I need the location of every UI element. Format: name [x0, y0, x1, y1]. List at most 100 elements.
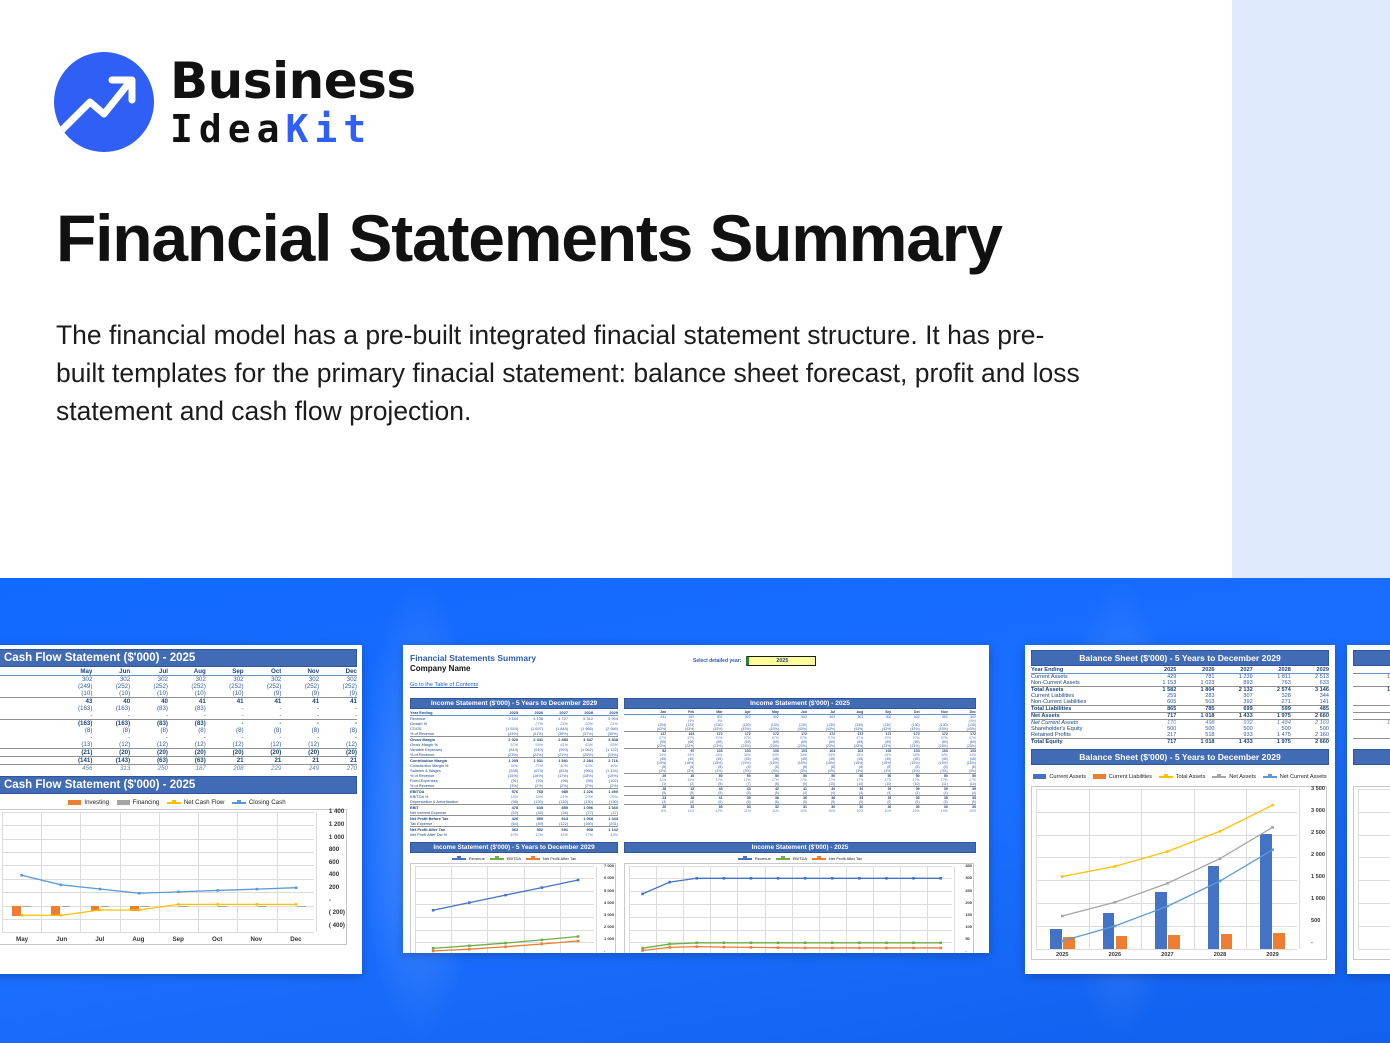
table-cell: (43%): [685, 727, 695, 731]
table-cell: 302: [82, 676, 93, 683]
table-cell: (8): [830, 765, 836, 769]
thumbnail-balance-sheet[interactable]: Balance Sheet ($'000) - 5 Years to Decem…: [1025, 645, 1335, 974]
table-cell: (252): [153, 683, 168, 690]
table-of-contents-link[interactable]: Go to the Table of Contents: [410, 682, 478, 688]
legend-swatch: [451, 856, 466, 861]
legend-swatch: [116, 800, 130, 806]
gridline: [1358, 788, 1359, 949]
table-cell: 137: [638, 731, 667, 736]
cashflow-chart-title: Cash Flow Statement ($'000) - 2025: [0, 776, 357, 794]
chart-bar: [140, 905, 149, 908]
chart-bar: [12, 905, 21, 917]
legend-item: Financing: [116, 797, 159, 809]
chart-series: [20, 873, 298, 917]
table-cell: (8): [774, 782, 779, 786]
balance-monthly-chart-title: [1353, 749, 1390, 765]
table-row: Gross Margin % 57% 59% 61% 63% 65%: [410, 742, 618, 747]
table-cell: 103: [863, 748, 892, 753]
table-cell: (63): [167, 756, 206, 765]
income-annual-chart-title: Income Statement ($'000) - 5 Years to De…: [410, 842, 618, 853]
legend-item: Net Cash Flow: [166, 797, 224, 809]
table-cell: 2027: [1214, 667, 1253, 674]
chart-bar: [1273, 932, 1285, 949]
legend-swatch: [1212, 774, 1227, 779]
table-cell: (12): [194, 741, 206, 748]
table-row: Gross Margin 2 020 2 441 2 883 3 347 3 838: [410, 736, 618, 742]
table-cell: 37%: [535, 763, 544, 768]
thumbnail-financial-summary[interactable]: Financial Statements Summary Company Nam…: [403, 645, 989, 953]
row-label: [624, 809, 638, 813]
table-cell: 57%: [940, 736, 948, 740]
table-cell: 429: [1167, 674, 1177, 680]
chart-legend: Current Assets Current Liabilities Total A…: [1031, 768, 1329, 786]
row-label: Non-Current Assets: [1031, 680, 1080, 686]
gridline: [927, 865, 929, 953]
table-cell: (43%): [769, 727, 779, 731]
table-cell: Dec: [319, 668, 357, 676]
row-label: % of Revenue: [410, 731, 435, 736]
gridline: [629, 891, 953, 893]
table-cell: 50: [919, 773, 948, 778]
table-cell: 2 132: [1214, 686, 1253, 693]
table-cell: 5 312: [583, 716, 593, 721]
table-row: (3%) (3%) (3%) (3%) (3%) (3%) (3%) (3%) (3%) (3%)…: [624, 769, 976, 774]
table-cell: 1 360: [593, 804, 618, 810]
table-cell: (35%): [607, 731, 618, 736]
thumbnail-balance-sheet-monthly[interactable]: Jan1 1741241 297936927865121 08150012512…: [1347, 645, 1390, 974]
table-cell: -: [243, 719, 282, 727]
gridline: [2, 878, 314, 880]
table-cell: (12): [345, 741, 357, 748]
table-cell: (8): [915, 765, 920, 769]
row-label: Net Current Assets: [1031, 719, 1139, 726]
table-cell: 1 490: [593, 788, 618, 794]
year-selector-input[interactable]: 2025: [746, 656, 817, 666]
table-cell: -: [834, 719, 836, 723]
table-cell: (43%): [825, 727, 836, 731]
table-row: (55) (66) (69) (69) (69) (69) (69) (69) (69) (69)…: [624, 740, 976, 744]
table-cell: 302: [308, 676, 320, 683]
table-cell: (45): [828, 757, 836, 761]
table-cell: 39: [835, 786, 864, 791]
table-cell: (3%): [771, 769, 779, 773]
table-cell: 41: [205, 697, 244, 705]
x-tick-label: Dec: [290, 935, 302, 943]
table-row: Non-Current Assets 1 153 1 023 893 763 633: [1031, 680, 1329, 687]
table-row: Contribution Margin % 34% 37% 40% 43% 46%: [410, 763, 618, 768]
x-tick-label: Oct: [212, 935, 223, 943]
thumbnail-cash-flow[interactable]: Cash Flow Statement ($'000) - 2025 May Ju…: [0, 645, 362, 974]
table-cell: 302: [857, 715, 864, 719]
legend-item: Revenue: [737, 855, 771, 863]
table-cell: 12%: [715, 809, 723, 813]
table-cell: 1 205: [493, 757, 519, 763]
chart-legend: Investing Financing Net Cash Flow Closing C…: [0, 797, 357, 809]
table-row: 302 302 302 302 302 302 302 302: [0, 676, 357, 683]
table-cell: (15%): [882, 761, 892, 765]
gridline: [1141, 788, 1143, 949]
table-cell: (43%): [507, 731, 519, 736]
legend-swatch: [1158, 774, 1173, 779]
table-row: 43 40 40 41 41 41 41 41: [0, 697, 357, 705]
row-label: Gross Margin: [410, 736, 494, 742]
table-cell: 50: [863, 773, 892, 778]
table-cell: (69): [828, 740, 836, 744]
table-cell: (20): [92, 748, 131, 757]
screenshot-band: Cash Flow Statement ($'000) - 2025 May Ju…: [0, 578, 1390, 1043]
row-label: Fixed Expenses: [410, 778, 438, 783]
table-cell: 2026: [518, 710, 544, 716]
table-cell: 17%: [715, 778, 723, 782]
table-cell: 30: [947, 804, 976, 809]
table-cell: 35: [694, 804, 723, 809]
table-cell: 302: [744, 715, 751, 719]
table-cell: Sep: [863, 710, 892, 715]
table-cell: (20%): [582, 752, 593, 757]
x-axis-labels: Jan: [1358, 952, 1390, 958]
table-cell: 10%: [800, 809, 808, 813]
table-row: Net Profit After Tax 362 502 691 908 1 142: [410, 826, 618, 832]
table-cell: Jun: [778, 710, 808, 715]
gridline: [1036, 788, 1037, 949]
table-row: Growth % - 27% 24% 22% 21%: [410, 721, 618, 726]
table-cell: -: [319, 719, 357, 727]
table-cell: (18%): [582, 773, 593, 778]
table-cell: 11%: [687, 809, 695, 813]
